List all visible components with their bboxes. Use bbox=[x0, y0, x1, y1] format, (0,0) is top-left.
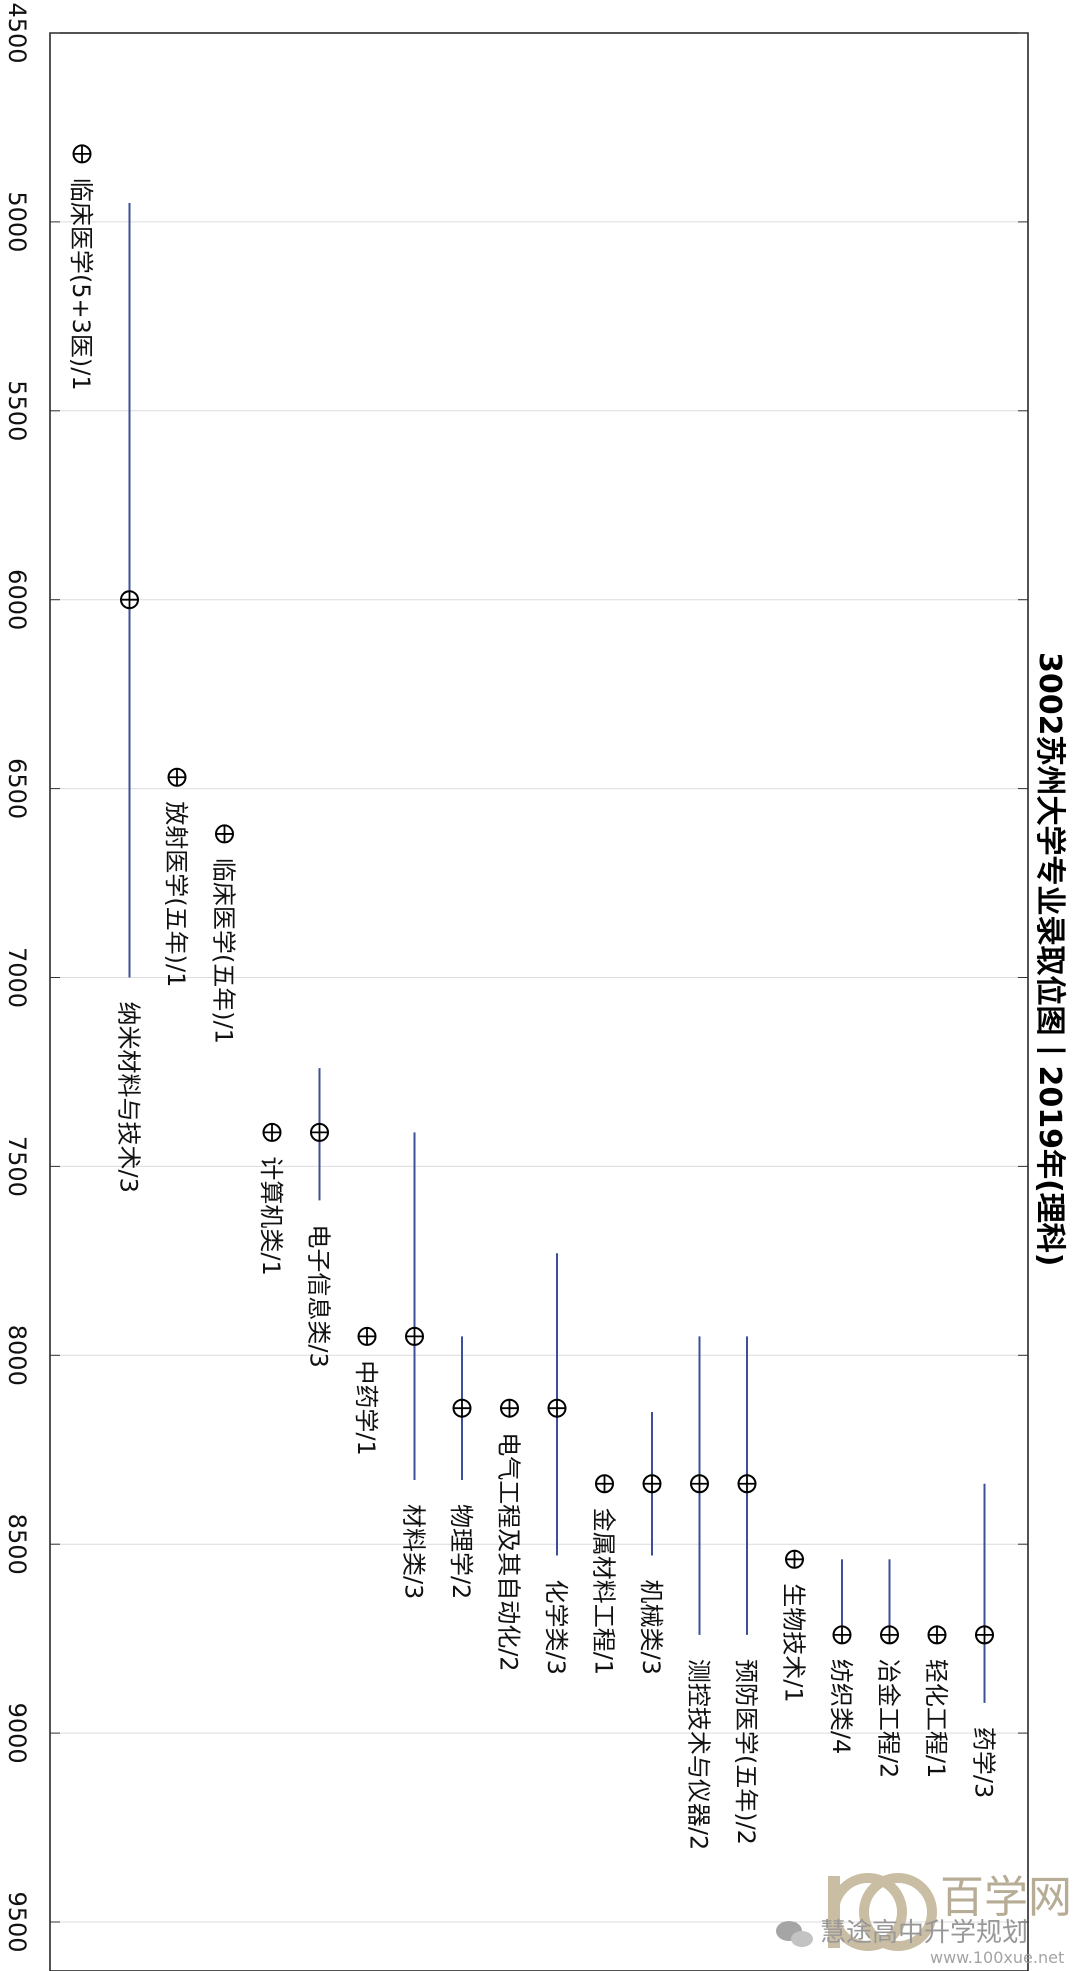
category-label: 测控技术与仪器/2 bbox=[685, 1659, 713, 1850]
category-label: 轻化工程/1 bbox=[922, 1659, 950, 1778]
category-label: 金属材料工程/1 bbox=[590, 1508, 618, 1675]
watermark-subtitle: 慧途高中升学规划 bbox=[820, 1918, 1028, 1948]
y-tick-label: 9500 bbox=[3, 1891, 31, 1952]
category-label: 材料类/3 bbox=[400, 1504, 428, 1599]
chart-title: 3002苏州大学专业录取位图丨2019年(理科) bbox=[1032, 652, 1067, 1266]
category-label: 中药学/1 bbox=[352, 1360, 380, 1455]
y-tick-label: 9000 bbox=[3, 1703, 31, 1764]
category-label: 纺织类/4 bbox=[827, 1659, 855, 1754]
watermark: 百学网 慧途高中升学规划 www.100xue.net bbox=[776, 1872, 1072, 1967]
watermark-brand: 百学网 bbox=[940, 1872, 1072, 1923]
y-tick-label: 6000 bbox=[3, 569, 31, 630]
category-label: 电子信息类/3 bbox=[305, 1224, 333, 1367]
category-label: 计算机类/1 bbox=[257, 1156, 285, 1275]
y-tick-label: 8000 bbox=[3, 1325, 31, 1386]
category-label: 电气工程及其自动化/2 bbox=[495, 1432, 523, 1671]
y-axis-ticks: 4500 5000 5500 6000 6500 7000 7500 8000 8500 9000… bbox=[3, 2, 1028, 1953]
y-tick-label: 6500 bbox=[3, 758, 31, 819]
y-tick-label: 4500 bbox=[3, 2, 31, 63]
category-label: 冶金工程/2 bbox=[875, 1659, 903, 1778]
y-tick-label: 8500 bbox=[3, 1514, 31, 1575]
y-tick-label: 7000 bbox=[3, 947, 31, 1008]
category-label: 机械类/3 bbox=[637, 1580, 665, 1675]
category-label: 临床医学(五年)/1 bbox=[210, 858, 238, 1044]
watermark-logo bbox=[828, 1873, 937, 1951]
wechat-icon bbox=[776, 1921, 813, 1947]
category-label: 化学类/3 bbox=[542, 1580, 570, 1675]
category-label: 临床医学(5+3医)/1 bbox=[67, 178, 95, 391]
plot-frame bbox=[49, 32, 1029, 1971]
category-label: 纳米材料与技术/3 bbox=[115, 1002, 143, 1193]
category-label: 预防医学(五年)/2 bbox=[732, 1659, 760, 1845]
category-label: 药学/3 bbox=[970, 1727, 998, 1798]
data-series: 临床医学(5+3医)/1 纳米材料与技术/3 放射医学(五年)/1 临床医学(五年)/… bbox=[67, 144, 998, 1850]
category-label: 放射医学(五年)/1 bbox=[162, 801, 190, 987]
watermark-url: www.100xue.net bbox=[930, 1948, 1064, 1967]
y-tick-label: 7500 bbox=[3, 1136, 31, 1197]
y-tick-label: 5500 bbox=[3, 380, 31, 441]
category-label: 物理学/2 bbox=[447, 1504, 475, 1599]
y-tick-label: 5000 bbox=[3, 191, 31, 252]
category-label: 生物技术/1 bbox=[780, 1583, 808, 1702]
